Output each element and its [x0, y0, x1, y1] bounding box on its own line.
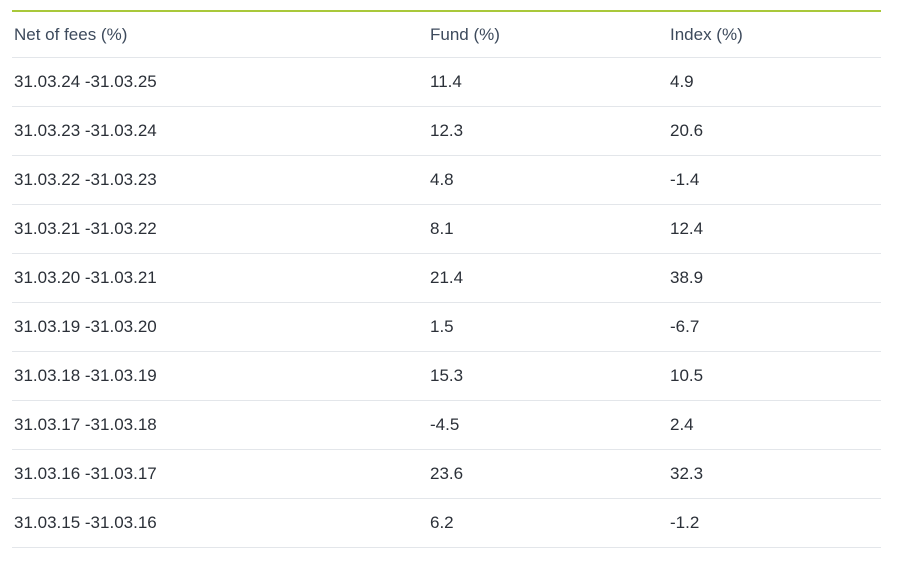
index-cell: 12.4 [668, 204, 881, 254]
fund-cell: 12.3 [428, 106, 668, 156]
table-row: 31.03.22 -31.03.23 4.8 -1.4 [12, 155, 881, 205]
fund-cell: 21.4 [428, 253, 668, 303]
column-header-fund: Fund (%) [428, 12, 668, 58]
fund-cell: 6.2 [428, 498, 668, 548]
period-cell: 31.03.20 -31.03.21 [12, 253, 428, 303]
index-cell: -1.2 [668, 498, 881, 548]
performance-table: Net of fees (%) Fund (%) Index (%) 31.03… [12, 12, 881, 548]
index-cell: -6.7 [668, 302, 881, 352]
table-row: 31.03.21 -31.03.22 8.1 12.4 [12, 204, 881, 254]
table-row: 31.03.18 -31.03.19 15.3 10.5 [12, 351, 881, 401]
period-cell: 31.03.23 -31.03.24 [12, 106, 428, 156]
fund-cell: -4.5 [428, 400, 668, 450]
period-cell: 31.03.22 -31.03.23 [12, 155, 428, 205]
table-row: 31.03.19 -31.03.20 1.5 -6.7 [12, 302, 881, 352]
fund-cell: 23.6 [428, 449, 668, 499]
period-cell: 31.03.19 -31.03.20 [12, 302, 428, 352]
period-cell: 31.03.24 -31.03.25 [12, 57, 428, 107]
period-cell: 31.03.17 -31.03.18 [12, 400, 428, 450]
index-cell: 2.4 [668, 400, 881, 450]
index-cell: 4.9 [668, 57, 881, 107]
fund-cell: 4.8 [428, 155, 668, 205]
period-cell: 31.03.15 -31.03.16 [12, 498, 428, 548]
column-header-net-of-fees: Net of fees (%) [12, 12, 428, 58]
index-cell: 10.5 [668, 351, 881, 401]
table-header-row: Net of fees (%) Fund (%) Index (%) [12, 12, 881, 58]
column-header-index: Index (%) [668, 12, 881, 58]
fund-cell: 8.1 [428, 204, 668, 254]
index-cell: 20.6 [668, 106, 881, 156]
period-cell: 31.03.21 -31.03.22 [12, 204, 428, 254]
fund-cell: 1.5 [428, 302, 668, 352]
table-row: 31.03.16 -31.03.17 23.6 32.3 [12, 449, 881, 499]
period-cell: 31.03.18 -31.03.19 [12, 351, 428, 401]
fund-cell: 15.3 [428, 351, 668, 401]
index-cell: 32.3 [668, 449, 881, 499]
index-cell: -1.4 [668, 155, 881, 205]
table-row: 31.03.15 -31.03.16 6.2 -1.2 [12, 498, 881, 548]
index-cell: 38.9 [668, 253, 881, 303]
period-cell: 31.03.16 -31.03.17 [12, 449, 428, 499]
performance-table-container: Net of fees (%) Fund (%) Index (%) 31.03… [12, 10, 881, 548]
accent-top-rule [12, 10, 881, 12]
table-row: 31.03.23 -31.03.24 12.3 20.6 [12, 106, 881, 156]
table-row: 31.03.24 -31.03.25 11.4 4.9 [12, 57, 881, 107]
table-row: 31.03.17 -31.03.18 -4.5 2.4 [12, 400, 881, 450]
table-row: 31.03.20 -31.03.21 21.4 38.9 [12, 253, 881, 303]
fund-cell: 11.4 [428, 57, 668, 107]
